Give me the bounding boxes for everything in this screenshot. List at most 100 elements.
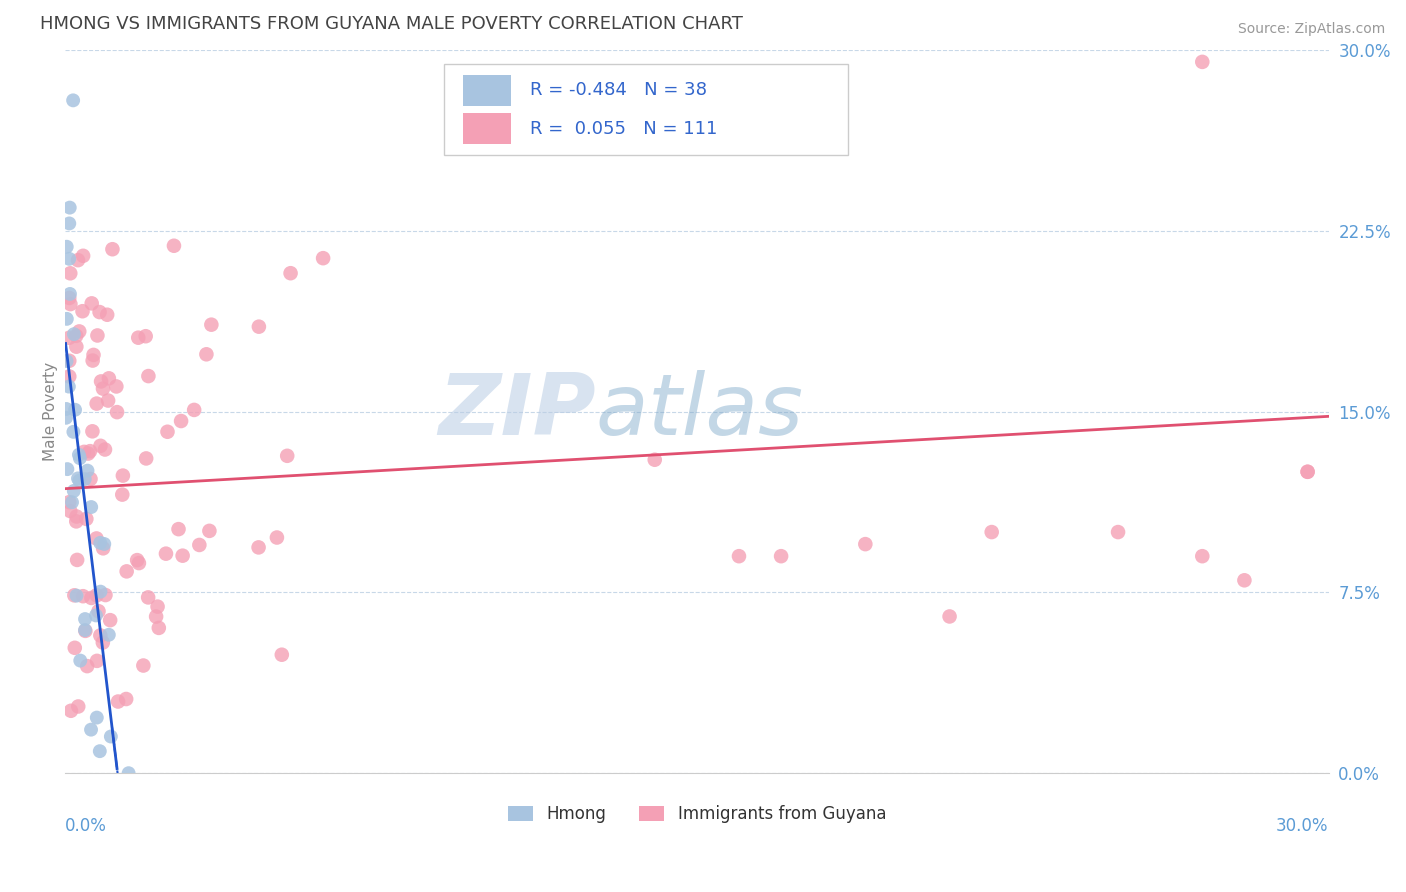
Point [73, 612, 96, 626]
Point [80, 296, 103, 310]
Point [75, 512, 97, 526]
Point [172, 549, 194, 563]
Text: 30.0%: 30.0% [1277, 816, 1329, 835]
Point [63, 402, 86, 417]
Point [853, 537, 876, 551]
Point [59, 287, 82, 301]
Point [58, 353, 80, 368]
Point [132, 658, 155, 673]
Point [96, 308, 118, 322]
Point [1296, 465, 1319, 479]
Point [93, 537, 115, 551]
Point [163, 239, 186, 253]
Point [59, 504, 82, 518]
Text: R = -0.484   N = 38: R = -0.484 N = 38 [530, 81, 707, 99]
Point [266, 531, 288, 545]
Point [135, 329, 157, 343]
Point [63, 640, 86, 655]
Point [276, 449, 298, 463]
Point [247, 319, 270, 334]
Point [72, 304, 94, 318]
Point [94, 442, 117, 457]
Text: HMONG VS IMMIGRANTS FROM GUYANA MALE POVERTY CORRELATION CHART: HMONG VS IMMIGRANTS FROM GUYANA MALE POV… [39, 15, 742, 33]
Point [200, 318, 222, 332]
Point [1191, 549, 1213, 564]
Point [82, 353, 104, 368]
Point [135, 451, 157, 466]
Point [73, 445, 96, 459]
Point [55, 354, 77, 368]
Point [73, 623, 96, 637]
Point [89, 744, 111, 758]
Point [65, 509, 87, 524]
Point [58, 331, 80, 345]
Point [59, 297, 82, 311]
Point [67, 699, 90, 714]
Point [770, 549, 793, 564]
Point [91, 382, 114, 396]
Point [73, 472, 96, 486]
Point [94, 588, 117, 602]
Point [55, 410, 77, 425]
Point [66, 553, 89, 567]
Point [280, 266, 302, 280]
Point [63, 327, 86, 342]
Point [86, 396, 108, 410]
Point [58, 291, 80, 305]
Point [67, 474, 90, 488]
Point [644, 452, 666, 467]
Point [188, 538, 211, 552]
Point [75, 624, 97, 638]
Point [127, 331, 149, 345]
Point [89, 536, 111, 550]
Point [97, 628, 120, 642]
Point [938, 609, 960, 624]
Point [156, 425, 179, 439]
Point [1233, 574, 1256, 588]
Point [105, 379, 128, 393]
Point [105, 405, 128, 419]
Point [66, 471, 89, 485]
Point [82, 425, 104, 439]
Point [62, 425, 84, 439]
Point [79, 472, 101, 486]
Point [79, 444, 101, 458]
Point [89, 439, 111, 453]
Point [58, 369, 80, 384]
Point [58, 252, 80, 266]
Text: Source: ZipAtlas.com: Source: ZipAtlas.com [1237, 22, 1385, 37]
Point [80, 723, 103, 737]
Text: ZIP: ZIP [439, 370, 596, 453]
Point [146, 599, 169, 614]
Point [89, 584, 111, 599]
Point [1191, 54, 1213, 69]
Point [90, 375, 112, 389]
Point [58, 379, 80, 393]
Point [65, 589, 87, 603]
Point [66, 253, 89, 268]
FancyBboxPatch shape [444, 64, 848, 154]
Point [56, 311, 79, 326]
Point [148, 621, 170, 635]
Text: R =  0.055   N = 111: R = 0.055 N = 111 [530, 120, 717, 137]
Point [55, 402, 77, 417]
Point [89, 628, 111, 642]
Point [183, 403, 205, 417]
Point [69, 451, 91, 466]
Y-axis label: Male Poverty: Male Poverty [44, 362, 58, 461]
Point [98, 613, 121, 627]
Point [101, 242, 124, 256]
Point [56, 462, 79, 476]
Point [270, 648, 292, 662]
Bar [463, 75, 512, 105]
Point [83, 348, 105, 362]
Text: 0.0%: 0.0% [65, 816, 107, 835]
Point [312, 251, 335, 265]
Point [63, 588, 86, 602]
Point [127, 553, 149, 567]
Point [59, 704, 82, 718]
Point [65, 340, 87, 354]
Point [62, 483, 84, 498]
Point [155, 547, 177, 561]
Point [195, 347, 218, 361]
